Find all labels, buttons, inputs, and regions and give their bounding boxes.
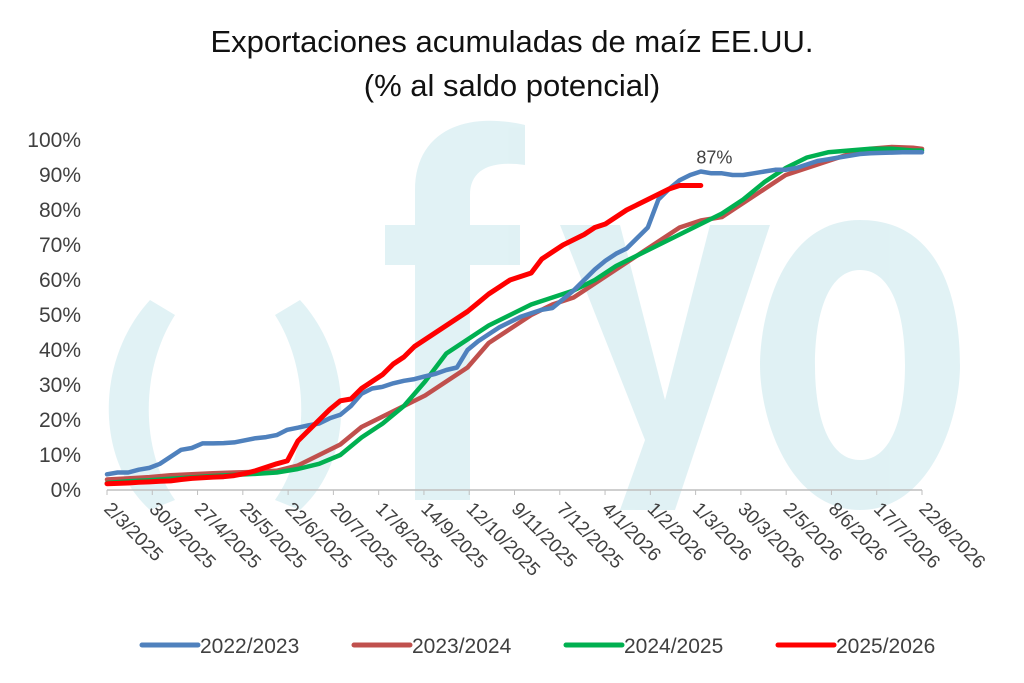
y-tick-label: 80% xyxy=(39,199,81,222)
y-tick-label: 20% xyxy=(39,409,81,432)
legend-label: 2022/2023 xyxy=(200,635,299,658)
y-tick-label: 60% xyxy=(39,269,81,292)
series-line-2025-2026 xyxy=(104,183,704,487)
y-tick-label: 40% xyxy=(39,339,81,362)
series-line-2022-2023 xyxy=(104,150,925,477)
y-axis: 0% 10% 20% 30% 40% 50% 60% 70% 80% 90% 100% xyxy=(27,129,81,502)
annotation-layer: 87% xyxy=(696,148,732,168)
y-tick-label: 0% xyxy=(51,479,81,502)
y-tick-label: 50% xyxy=(39,304,81,327)
y-tick-label: 100% xyxy=(27,129,81,152)
legend: 2022/2023 2023/2024 2024/2025 2025/2026 xyxy=(139,635,935,658)
watermark-logo xyxy=(108,120,960,510)
legend-label: 2024/2025 xyxy=(624,635,723,658)
chart-subtitle: (% al saldo potencial) xyxy=(364,68,660,103)
y-tick-label: 90% xyxy=(39,164,81,187)
series-layer xyxy=(104,144,925,487)
legend-label: 2023/2024 xyxy=(412,635,512,658)
chart-title: Exportaciones acumuladas de maíz EE.UU. xyxy=(210,24,813,59)
y-tick-label: 70% xyxy=(39,234,81,257)
annotation-label: 87% xyxy=(696,148,732,168)
y-tick-label: 30% xyxy=(39,374,81,397)
legend-label: 2025/2026 xyxy=(836,635,935,658)
y-tick-label: 10% xyxy=(39,444,81,467)
